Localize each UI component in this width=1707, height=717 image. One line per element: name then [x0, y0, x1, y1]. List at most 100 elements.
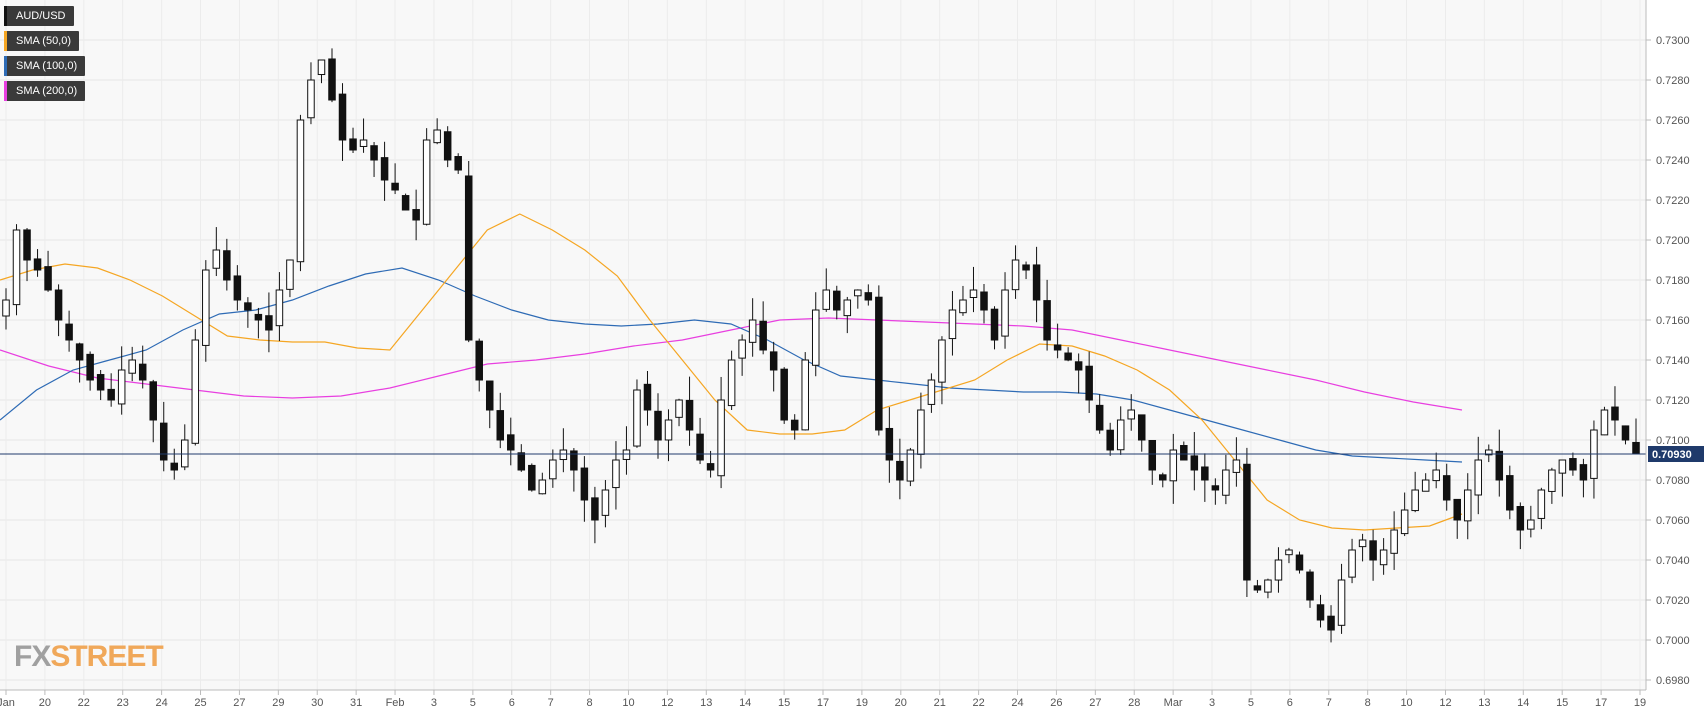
candle-body [1148, 439, 1157, 471]
candle-body [1127, 409, 1135, 420]
y-tick-label: 0.7280 [1656, 75, 1690, 87]
candle-body [549, 459, 557, 480]
candle-body [65, 323, 73, 341]
candle-body [790, 419, 799, 431]
x-tick-label: 25 [194, 697, 206, 709]
sma100-label: SMA (100,0) [16, 60, 78, 72]
candle-body [538, 479, 547, 495]
candle-body [1316, 604, 1325, 621]
candle-body [1137, 414, 1146, 441]
candle-body [359, 139, 368, 147]
candle-body [1190, 455, 1199, 471]
x-tick-label: 23 [117, 697, 129, 709]
y-tick-label: 0.7220 [1656, 195, 1690, 207]
x-tick-label: 24 [1011, 697, 1023, 709]
candle-body [1632, 441, 1640, 455]
legend-symbol[interactable]: AUD/USD [4, 6, 74, 26]
candle-body [1159, 474, 1167, 481]
candle-body [1611, 406, 1619, 421]
x-tick-label: 10 [1400, 697, 1412, 709]
candle-body [412, 209, 420, 221]
candle-body [117, 369, 126, 405]
candle-body [328, 58, 336, 101]
candle-body [1306, 571, 1314, 601]
x-tick-label: 26 [1050, 697, 1062, 709]
candle-body [1527, 519, 1535, 530]
sma50-swatch [4, 31, 7, 51]
x-tick-label: 12 [1439, 697, 1451, 709]
x-tick-label: 31 [350, 697, 362, 709]
candle-body [1116, 419, 1125, 451]
candle-body [1558, 459, 1567, 474]
legend-sma-50[interactable]: SMA (50,0) [4, 31, 80, 51]
candle-body [464, 175, 473, 341]
y-tick-label: 0.7020 [1656, 595, 1690, 607]
candle-body [507, 434, 515, 451]
candle-body [1400, 509, 1409, 535]
x-tick-label: 14 [739, 697, 751, 709]
candle-body [1274, 559, 1283, 581]
candle-body [1064, 352, 1072, 361]
candle-body [96, 374, 105, 391]
x-tick-label: 27 [1089, 697, 1101, 709]
candle-body [1053, 344, 1062, 351]
candle-body [1548, 469, 1556, 492]
candle-body [1579, 464, 1588, 481]
candle-body [580, 467, 589, 501]
sma200-line [0, 317, 1463, 411]
symbol-swatch [4, 6, 7, 26]
x-tick-label: 20 [39, 697, 51, 709]
current-price-label: 0.70930 [1652, 449, 1692, 461]
x-tick-label: 6 [1287, 697, 1293, 709]
candle-body [107, 388, 115, 401]
candle-body [1201, 466, 1209, 481]
candle-body [296, 119, 305, 263]
candle-body [696, 433, 704, 461]
y-tick-label: 0.7080 [1656, 475, 1690, 487]
candle-body [1180, 445, 1188, 461]
candle-body [233, 275, 242, 301]
candle-body [496, 410, 505, 441]
sma200-swatch [4, 81, 7, 101]
y-tick-label: 0.7160 [1656, 315, 1690, 327]
candle-body [244, 302, 252, 311]
candle-body [643, 383, 652, 411]
legend-sma-100[interactable]: SMA (100,0) [4, 56, 86, 76]
x-tick-label: Mar [1164, 697, 1183, 709]
candle-body [1358, 539, 1367, 548]
candle-body [601, 489, 610, 516]
candle-body [959, 299, 967, 314]
candle-body [706, 463, 715, 471]
legend-sma-200[interactable]: SMA (200,0) [4, 81, 86, 101]
candle-body [927, 379, 936, 405]
x-tick-label: 22 [78, 697, 90, 709]
candle-body [1411, 489, 1419, 512]
x-tick-label: 5 [1248, 697, 1254, 709]
candle-body [727, 359, 736, 407]
candle-body [12, 229, 21, 306]
y-tick-label: 0.7040 [1656, 555, 1690, 567]
candle-body [23, 229, 31, 261]
logo-fx: FX [14, 640, 51, 673]
candle-body [559, 449, 568, 461]
candle-body [1253, 585, 1262, 591]
candle-body [1569, 458, 1577, 471]
candle-body [1369, 540, 1377, 561]
candle-body [401, 195, 410, 211]
y-tick-label: 0.7000 [1656, 635, 1690, 647]
x-tick-label: 13 [1478, 697, 1490, 709]
candle-body [528, 464, 536, 491]
current-price-tag: 0.70930 [1648, 446, 1704, 462]
x-tick-label: Jan [0, 697, 15, 709]
candle-body [338, 93, 347, 141]
candle-body [1085, 365, 1093, 401]
x-tick-label: 30 [311, 697, 323, 709]
y-tick-label: 0.7240 [1656, 155, 1690, 167]
candle-body [1516, 506, 1525, 531]
sma200-label: SMA (200,0) [16, 85, 78, 97]
candle-body [1463, 489, 1472, 522]
sma50-label: SMA (50,0) [16, 35, 72, 47]
candle-body [917, 409, 925, 455]
candle-body [1474, 459, 1483, 496]
